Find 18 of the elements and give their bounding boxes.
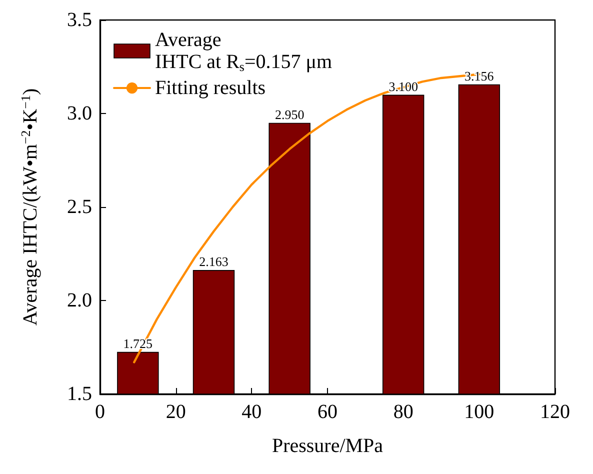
- x-tick-label: 100: [464, 401, 494, 423]
- legend-label: Fitting results: [155, 77, 266, 99]
- data-label: 2.950: [274, 106, 304, 122]
- x-axis-title: Pressure/MPa: [272, 435, 384, 457]
- x-tick-label: 120: [540, 401, 570, 423]
- y-tick-label: 2.5: [67, 196, 92, 218]
- data-label: 2.163: [199, 254, 228, 270]
- x-tick-label: 60: [318, 401, 338, 423]
- data-label: 3.156: [464, 68, 494, 84]
- y-tick-label: 2.0: [67, 290, 92, 312]
- y-tick-label: 1.5: [67, 383, 92, 405]
- y-tick-label: 3.5: [67, 9, 92, 31]
- x-tick-label: 80: [393, 401, 414, 423]
- x-tick-label: 20: [166, 401, 186, 423]
- x-tick-label: 0: [95, 401, 105, 423]
- y-axis-title: Average IHTC/(kW•m−2•K−1): [18, 88, 42, 326]
- x-tick-label: 40: [242, 401, 262, 423]
- y-tick-label: 3.0: [67, 102, 92, 124]
